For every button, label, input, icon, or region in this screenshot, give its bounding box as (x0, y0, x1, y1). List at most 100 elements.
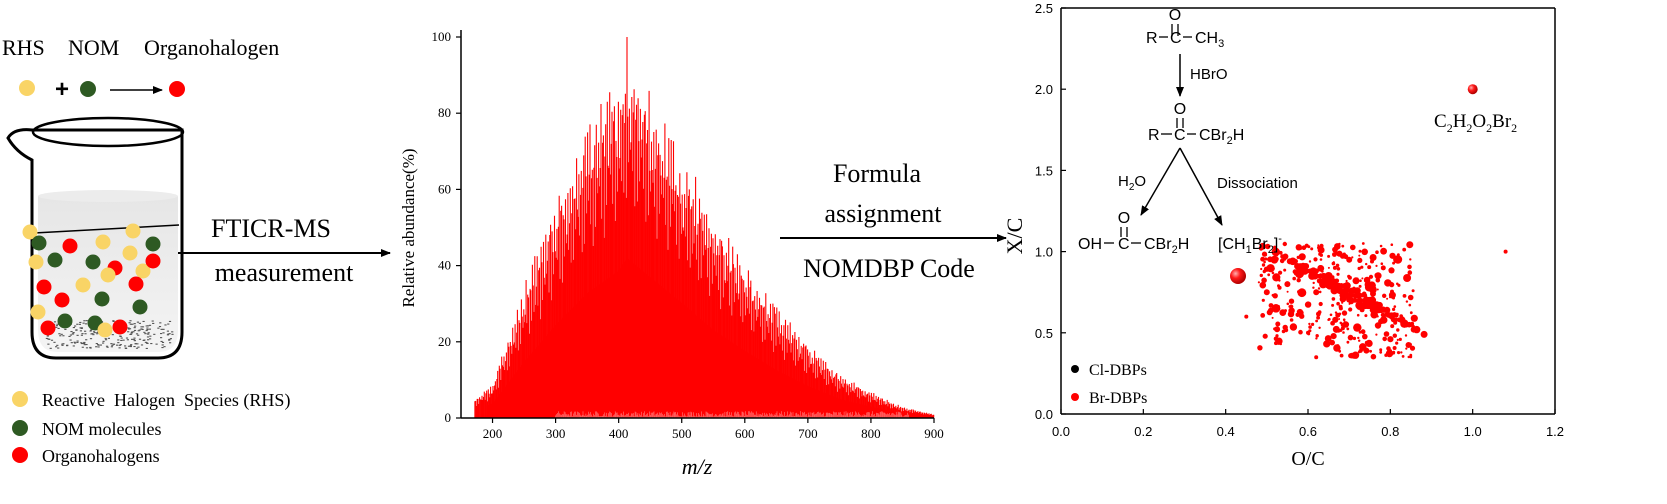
sediment-grain (57, 347, 60, 349)
sediment-grain (72, 332, 75, 334)
legend-nom-label: NOM molecules (42, 419, 161, 439)
sediment-grain (159, 322, 162, 324)
sediment-grain (140, 344, 144, 346)
br-dbp-point (1396, 351, 1401, 355)
br-dbp-point (1282, 324, 1288, 331)
br-dbp-point (1367, 298, 1372, 303)
br-dbp-point (1295, 244, 1303, 251)
dissociation-arrow (1179, 147, 1223, 226)
sediment-grain (90, 329, 93, 331)
sediment-grain (53, 341, 56, 343)
br-dbp-point (1405, 342, 1412, 348)
br-dbp-point (1363, 276, 1371, 284)
sediment-grain (56, 323, 59, 325)
legend-rhs-dot (12, 391, 28, 407)
sediment-grain (53, 321, 57, 323)
br-dbp-point (1351, 256, 1354, 259)
sediment-grain (157, 327, 160, 329)
br-dbp-point (1313, 257, 1318, 262)
sc-x-tick-label: 1.2 (1546, 424, 1564, 439)
br-dbp-point (1357, 350, 1361, 354)
br-dbp-point (1407, 264, 1412, 270)
br-dbp-point (1318, 326, 1321, 329)
sediment-grain (119, 335, 122, 337)
br-dbp-point (1315, 319, 1318, 323)
sediment-grain (85, 347, 89, 349)
br-dbp-point (1260, 256, 1265, 262)
br-dbp-point (1358, 330, 1362, 334)
sediment-grain (69, 334, 72, 336)
br-dbp-point (1261, 298, 1265, 302)
legend-cl-label: Cl-DBPs (1089, 362, 1147, 379)
br-dbp-point (1288, 307, 1295, 314)
br-dbp-point (1382, 293, 1387, 298)
sediment-grain (147, 325, 150, 327)
br-dbp-point (1286, 290, 1289, 293)
sediment-grain (147, 339, 150, 341)
sediment-grain (133, 346, 136, 348)
br-dbp-point (1405, 347, 1408, 350)
br-dbp-point (1380, 262, 1384, 266)
sediment-grain (126, 339, 129, 341)
br-dbp-point (1398, 316, 1406, 324)
sediment-grain (137, 334, 140, 336)
sediment-grain (168, 339, 171, 341)
sediment-grain (49, 347, 52, 349)
sediment-grain (149, 338, 152, 340)
br-dbp-point (1296, 278, 1301, 283)
br-dbp-point (1362, 293, 1368, 298)
br-dbp-point (1409, 345, 1416, 351)
sediment-grain (92, 331, 96, 333)
sediment-grain (133, 323, 136, 325)
ms-y-tick-label: 20 (438, 334, 451, 349)
sc-x-tick-label: 0.2 (1134, 424, 1152, 439)
br-dbp-point (1352, 336, 1357, 341)
ms-x-tick-label: 800 (861, 426, 881, 441)
br-dbp-point (1350, 244, 1356, 251)
ms-x-tick-label: 300 (546, 426, 566, 441)
molecule-dot (132, 299, 148, 315)
br-dbp-point (1319, 243, 1324, 248)
br-dbp-point (1402, 294, 1407, 298)
sc-x-tick-label: 0.6 (1299, 424, 1317, 439)
molecule-dot (95, 234, 111, 250)
br-dbp-point (1329, 339, 1335, 346)
legend-br-label: Br-DBPs (1089, 390, 1147, 407)
br-dbp-point (1351, 354, 1356, 359)
br-dbp-point (1406, 321, 1413, 328)
br-dbp-point (1390, 243, 1394, 246)
br-dbp-point (1327, 317, 1331, 321)
nom-label: NOM (68, 35, 119, 60)
r-group-1: R (1146, 30, 1158, 47)
br-dbp-point (1312, 281, 1315, 285)
sediment-grain (55, 325, 58, 327)
br-dbp-point (1284, 309, 1287, 313)
sediment-grain (134, 325, 137, 327)
br-dbp-point (1283, 268, 1287, 272)
br-dbp-point (1359, 279, 1362, 283)
br-dbp-point (1301, 245, 1307, 250)
br-dbp-point (1271, 304, 1281, 313)
sediment-grain (118, 344, 121, 346)
br-dbp-point (1376, 288, 1379, 291)
sediment-grain (138, 338, 142, 340)
br-dbp-point (1329, 313, 1333, 317)
molecule-dot (97, 322, 113, 338)
br-dbp-point (1348, 307, 1353, 312)
br-dbp-point (1273, 249, 1278, 254)
sediment-grain (151, 320, 154, 322)
br-dbp-point (1313, 289, 1320, 296)
sediment-grain (57, 327, 60, 329)
sediment-grain (119, 344, 122, 346)
sediment-grain (128, 322, 131, 324)
legend-nom-dot (12, 420, 28, 436)
br-dbp-point (1327, 266, 1330, 269)
sediment-grain (50, 339, 54, 341)
br-dbp-point (1261, 251, 1268, 257)
sediment-grain (148, 324, 152, 326)
br-dbp-point (1357, 257, 1363, 263)
sediment-grain (127, 331, 130, 333)
br-dbp-point (1265, 243, 1271, 250)
sediment-grain (80, 343, 84, 345)
sediment-grain (168, 320, 172, 322)
